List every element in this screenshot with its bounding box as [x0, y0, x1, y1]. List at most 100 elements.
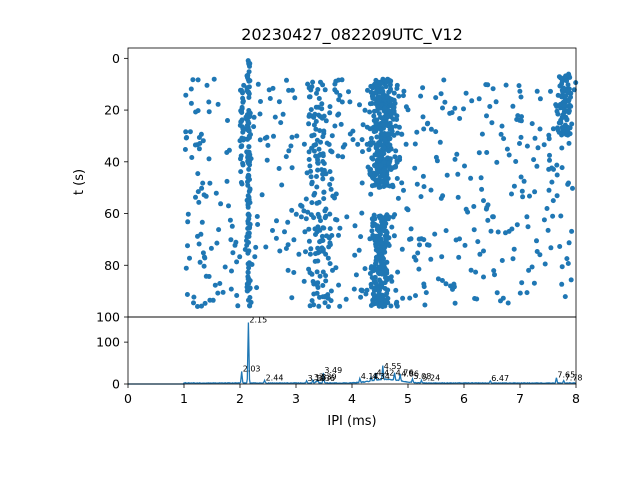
raster-point: [549, 179, 555, 185]
raster-point: [353, 272, 359, 278]
raster-point: [561, 86, 567, 92]
raster-point: [321, 225, 327, 231]
raster-point: [376, 184, 382, 190]
raster-point: [509, 191, 514, 197]
raster-point: [546, 132, 552, 138]
raster-point: [337, 303, 343, 309]
raster-point: [316, 199, 322, 205]
raster-point: [478, 175, 484, 181]
raster-point: [306, 121, 312, 127]
raster-point: [367, 126, 373, 132]
raster-point: [359, 287, 365, 293]
raster-point: [211, 76, 217, 82]
raster-point: [322, 294, 328, 299]
raster-point: [252, 254, 258, 260]
raster-point: [473, 269, 479, 275]
raster-point: [484, 113, 489, 119]
raster-point: [565, 261, 571, 266]
raster-point: [423, 290, 429, 296]
peak-label: 2.44: [266, 374, 284, 383]
raster-point: [541, 217, 547, 223]
raster-point: [237, 122, 243, 128]
raster-point: [452, 156, 458, 162]
raster-point: [392, 212, 398, 218]
raster-point: [395, 195, 401, 201]
raster-point: [367, 171, 373, 177]
raster-point: [471, 227, 477, 233]
raster-point: [375, 104, 381, 109]
raster-point: [526, 267, 532, 273]
raster-point: [374, 134, 380, 140]
raster-point: [394, 299, 400, 305]
raster-point: [388, 86, 393, 92]
raster-point: [380, 172, 386, 178]
raster-point: [339, 99, 345, 105]
raster-point: [463, 90, 469, 96]
raster-point: [271, 133, 276, 139]
raster-point: [266, 87, 272, 93]
raster-point: [452, 300, 458, 306]
raster-point: [394, 82, 400, 88]
raster-point: [320, 269, 326, 275]
raster-point: [420, 85, 426, 91]
raster-point: [216, 227, 222, 233]
raster-point: [532, 135, 538, 141]
raster-point: [457, 116, 463, 121]
raster-point: [308, 246, 314, 252]
raster-point: [564, 116, 570, 122]
raster-point: [251, 124, 257, 130]
raster-point: [542, 261, 548, 267]
raster-point: [284, 77, 289, 83]
raster-point: [218, 201, 224, 207]
raster-point: [399, 180, 405, 186]
raster-point: [195, 171, 201, 177]
raster-point: [373, 121, 379, 126]
raster-point: [558, 120, 564, 126]
top-y-tick-label: 0: [112, 51, 120, 66]
raster-point: [432, 231, 438, 237]
raster-point: [302, 229, 308, 235]
raster-point: [321, 196, 327, 202]
raster-point: [546, 187, 552, 193]
raster-point: [317, 128, 323, 134]
raster-point: [385, 123, 391, 129]
raster-point: [565, 88, 571, 94]
raster-point: [396, 93, 402, 99]
raster-point: [244, 238, 249, 244]
raster-point: [537, 126, 543, 132]
raster-point: [309, 271, 315, 277]
raster-point: [321, 171, 327, 177]
raster-point: [321, 189, 327, 195]
raster-point: [315, 211, 321, 217]
raster-point: [370, 85, 376, 91]
raster-point: [421, 281, 427, 287]
raster-point: [389, 97, 395, 103]
raster-point: [336, 111, 342, 117]
raster-point: [553, 102, 559, 108]
raster-point: [541, 142, 547, 148]
raster-point: [364, 287, 370, 293]
raster-point: [380, 122, 386, 128]
raster-point: [557, 244, 563, 249]
raster-point: [200, 180, 206, 186]
raster-point: [517, 141, 522, 146]
raster-point: [314, 229, 320, 235]
raster-point: [217, 281, 223, 286]
raster-point: [377, 141, 383, 147]
top-y-tick-label: 80: [104, 258, 120, 273]
raster-point: [301, 141, 307, 147]
peak-label: 5.08: [414, 372, 432, 381]
raster-point: [518, 94, 524, 100]
raster-point: [433, 129, 439, 135]
raster-point: [240, 160, 246, 166]
raster-point: [316, 153, 322, 158]
raster-point: [313, 126, 319, 132]
raster-point: [225, 118, 230, 123]
raster-point: [504, 146, 510, 152]
raster-point: [195, 189, 201, 195]
raster-point: [368, 191, 374, 197]
raster-point: [509, 226, 515, 232]
raster-point: [433, 95, 439, 101]
raster-point: [489, 120, 495, 126]
raster-point: [374, 267, 380, 273]
